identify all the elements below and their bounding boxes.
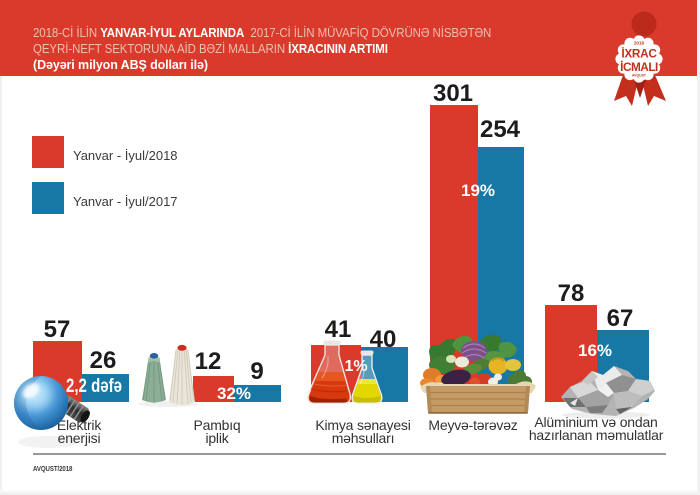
svg-text:2018: 2018	[634, 41, 645, 46]
svg-text:AVQUST: AVQUST	[632, 74, 647, 78]
svg-text:İXRAC: İXRAC	[621, 47, 657, 61]
svg-text:İCMALI: İCMALI	[620, 60, 658, 74]
